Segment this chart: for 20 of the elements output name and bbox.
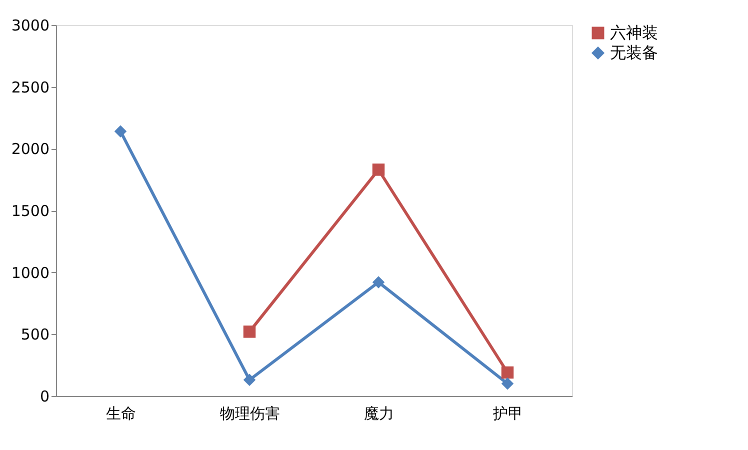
y-tick-label: 2500 [11,78,50,96]
point [243,326,256,338]
y-tick-label: 3000 [11,16,50,34]
point [501,366,514,379]
point [114,125,127,138]
legend-label: 六神装 [610,23,658,42]
y-tick-label: 0 [40,388,50,406]
y-tick-label: 1500 [11,202,50,220]
x-tick-label: 物理伤害 [220,404,280,422]
legend-label: 无装备 [610,43,658,62]
point [372,164,385,176]
point [501,378,514,390]
y-tick-label: 1000 [11,264,50,282]
x-tick-label: 护甲 [492,404,523,422]
y-tick-label: 500 [20,326,50,344]
x-tick-label: 魔力 [364,404,394,422]
point [372,276,385,288]
point [243,374,256,386]
y-tick-label: 2000 [11,140,50,158]
x-tick-label: 生命 [106,404,136,422]
